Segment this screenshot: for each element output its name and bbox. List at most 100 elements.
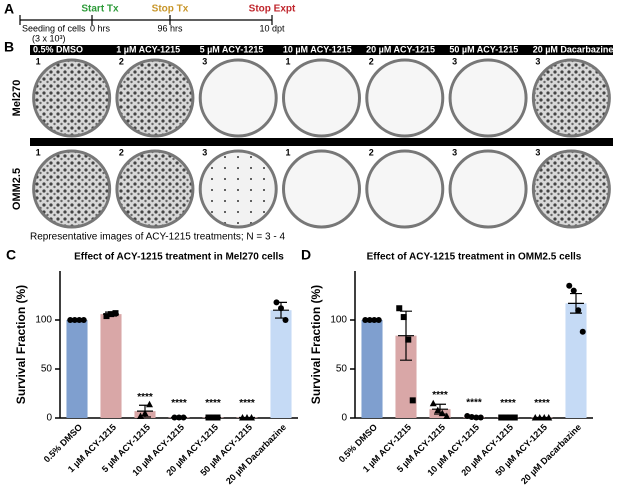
- data-point: [67, 317, 74, 323]
- timeline-label: Stop Tx: [152, 4, 189, 15]
- y-axis-label: Survival Fraction (%): [309, 285, 323, 404]
- panel-letter: C: [6, 247, 16, 263]
- data-point: [112, 310, 119, 317]
- y-axis-label: Survival Fraction (%): [14, 285, 28, 404]
- significance: ****: [466, 398, 482, 409]
- well-number: 1: [36, 56, 41, 66]
- panel-letter: B: [4, 39, 14, 55]
- panel-letter: D: [301, 247, 311, 263]
- data-point: [464, 413, 471, 420]
- well-number: 3: [202, 56, 207, 66]
- well-number: 3: [452, 56, 457, 66]
- chart-title: Effect of ACY-1215 treatment in Mel270 c…: [74, 252, 284, 263]
- data-point: [80, 317, 87, 323]
- data-point: [545, 414, 553, 421]
- data-point: [146, 400, 153, 408]
- well: [198, 58, 278, 138]
- data-point: [498, 414, 505, 421]
- timeline-label: Seeding of cells: [22, 23, 86, 33]
- well-number: 3: [202, 147, 207, 157]
- well-number: 2: [369, 147, 374, 157]
- row-label: OMM2.5: [11, 168, 23, 210]
- well: [115, 58, 195, 138]
- chart-title: Effect of ACY-1215 treatment in OMM2.5 c…: [367, 252, 582, 263]
- significance: ****: [205, 398, 221, 409]
- significance: ****: [500, 398, 516, 409]
- significance: ****: [432, 390, 448, 401]
- column-header: 20 µM ACY-1215: [366, 44, 435, 54]
- bar: [270, 310, 292, 418]
- well-number: 2: [369, 56, 374, 66]
- well-number: 3: [452, 147, 457, 157]
- well: [531, 149, 611, 229]
- data-point: [108, 311, 114, 318]
- data-point: [371, 317, 378, 323]
- well-number: 3: [535, 147, 540, 157]
- data-point: [210, 414, 216, 421]
- timeline-ticks: [19, 15, 273, 25]
- data-point: [396, 305, 403, 312]
- column-header: 10 µM ACY-1215: [283, 44, 352, 54]
- well-number: 3: [535, 56, 540, 66]
- data-point: [176, 414, 182, 421]
- x-tick-label: 20 µM Dacarbazine: [224, 422, 288, 486]
- well: [365, 149, 445, 229]
- well: [32, 149, 112, 229]
- column-header: 20 µM Dacarbazine: [533, 44, 614, 54]
- data-point: [477, 414, 484, 421]
- bar: [66, 320, 88, 418]
- data-point: [531, 414, 539, 421]
- well-number: 2: [119, 56, 124, 66]
- data-point: [429, 399, 437, 407]
- well-number: 1: [286, 147, 291, 157]
- well-number: 1: [286, 56, 291, 66]
- error-bar: [432, 403, 448, 415]
- significance: ****: [171, 398, 187, 409]
- data-point: [103, 313, 110, 320]
- header-bar: [30, 138, 613, 146]
- y-tick-label: 100: [35, 315, 52, 326]
- well: [282, 58, 361, 138]
- y-tick-label: 50: [41, 364, 53, 375]
- data-point: [366, 317, 373, 323]
- data-point: [171, 414, 178, 421]
- error-bar: [398, 310, 414, 361]
- significance: ****: [534, 398, 550, 409]
- error-bar: [568, 292, 584, 314]
- caption: Representative images of ACY-1215 treatm…: [30, 232, 285, 243]
- significance: ****: [239, 398, 255, 409]
- row-label: Mel270: [11, 80, 23, 117]
- column-header: 0.5% DMSO: [33, 44, 83, 54]
- data-point: [536, 414, 544, 421]
- data-point: [141, 409, 149, 417]
- timeline-label: 0 hrs: [90, 23, 111, 33]
- data-point: [214, 414, 221, 421]
- column-header: 50 µM ACY-1215: [449, 44, 518, 54]
- bar: [100, 314, 122, 418]
- y-tick-label: 100: [330, 315, 347, 326]
- data-point: [434, 406, 442, 414]
- data-point: [540, 414, 548, 421]
- well: [448, 149, 528, 229]
- y-tick-label: 50: [336, 364, 348, 375]
- significance: ****: [137, 392, 153, 403]
- data-point: [566, 282, 573, 289]
- well: [282, 149, 361, 229]
- header-bar: [30, 45, 613, 55]
- timeline-label: Start Tx: [81, 4, 119, 15]
- data-point: [273, 299, 280, 306]
- well-number: 1: [36, 147, 41, 157]
- data-point: [180, 414, 187, 421]
- well: [448, 58, 528, 138]
- bar: [361, 320, 383, 418]
- data-point: [137, 412, 144, 420]
- well: [115, 149, 195, 229]
- x-tick-label: 20 µM Dacarbazine: [519, 422, 583, 486]
- data-point: [278, 305, 284, 312]
- timeline-label: 10 dpt: [259, 23, 285, 33]
- data-point: [443, 412, 451, 420]
- data-point: [468, 414, 475, 421]
- data-point: [243, 414, 251, 421]
- well-number: 2: [119, 147, 124, 157]
